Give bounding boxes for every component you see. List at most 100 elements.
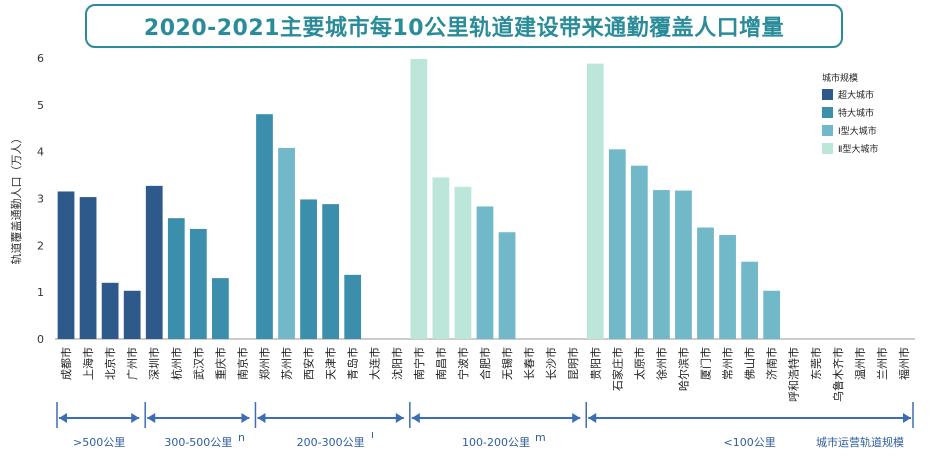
x-axis-label: 城市运营轨道规模 bbox=[816, 435, 904, 449]
x-tick-label: 无锡市 bbox=[500, 347, 514, 380]
group-arrow-head-right bbox=[131, 413, 140, 423]
legend-swatch bbox=[822, 143, 833, 154]
y-tick-label: 1 bbox=[37, 286, 44, 299]
bar bbox=[278, 147, 295, 339]
bar bbox=[653, 190, 670, 339]
x-tick-label: 长春市 bbox=[522, 347, 536, 380]
legend-swatch bbox=[822, 125, 833, 136]
stray-mark: m bbox=[535, 431, 546, 444]
bar bbox=[697, 227, 714, 339]
x-tick-label: 沈阳市 bbox=[390, 347, 404, 380]
group-arrow-head-left bbox=[411, 413, 420, 423]
group-label: <100公里 bbox=[724, 436, 776, 449]
x-tick-label: 北京市 bbox=[103, 347, 117, 380]
bar bbox=[454, 186, 472, 339]
x-tick-label: 大连市 bbox=[368, 347, 382, 380]
bar bbox=[322, 204, 340, 339]
x-tick-label: 南京市 bbox=[235, 347, 249, 380]
x-tick-label: 重庆市 bbox=[213, 347, 227, 380]
bar bbox=[432, 177, 450, 339]
group-label: 100-200公里 bbox=[462, 436, 530, 449]
bar bbox=[719, 235, 736, 339]
bar bbox=[410, 58, 428, 339]
y-tick-label: 6 bbox=[37, 52, 44, 65]
legend-swatch bbox=[822, 107, 833, 118]
bar bbox=[79, 197, 97, 339]
stray-mark: n bbox=[238, 431, 245, 444]
legend-label: 特大城市 bbox=[838, 107, 874, 119]
x-tick-label: 合肥市 bbox=[478, 347, 492, 380]
bar bbox=[586, 63, 604, 340]
group-arrow-head-right bbox=[903, 413, 911, 423]
group-arrow-head-left bbox=[59, 413, 67, 423]
chart-title: 2020-2021主要城市每10公里轨道建设带来通勤覆盖人口增量 bbox=[143, 16, 785, 41]
x-tick-label: 厦门市 bbox=[699, 347, 713, 380]
x-tick-label: 贵阳市 bbox=[588, 347, 602, 380]
x-tick-label: 哈尔滨市 bbox=[676, 347, 690, 391]
legend-label: 超大城市 bbox=[838, 89, 874, 101]
bar bbox=[145, 185, 163, 339]
bar bbox=[675, 190, 692, 339]
y-axis-label: 轨道覆盖通勤人口（万人） bbox=[9, 133, 23, 265]
bar bbox=[123, 290, 141, 339]
x-tick-label: 兰州市 bbox=[875, 347, 889, 380]
group-arrow-head-left bbox=[588, 413, 597, 423]
x-tick-label: 武汉市 bbox=[191, 347, 205, 380]
group-label: 200-300公里 bbox=[297, 436, 365, 449]
legend-label: Ⅱ型大城市 bbox=[838, 143, 878, 155]
x-tick-label: 广州市 bbox=[125, 347, 139, 380]
x-tick-label: 南宁市 bbox=[412, 347, 426, 380]
y-tick-label: 0 bbox=[37, 333, 44, 346]
bar bbox=[256, 114, 273, 339]
legend-label: Ⅰ型大城市 bbox=[838, 125, 877, 137]
legend-title: 城市规模 bbox=[822, 72, 858, 84]
y-tick-label: 2 bbox=[37, 239, 44, 252]
bar bbox=[344, 274, 362, 339]
x-tick-label: 常州市 bbox=[721, 347, 735, 380]
x-tick-label: 西安市 bbox=[302, 347, 316, 380]
x-tick-label: 济南市 bbox=[765, 347, 779, 380]
x-tick-label: 上海市 bbox=[81, 347, 95, 380]
x-tick-label: 乌鲁木齐市 bbox=[831, 347, 845, 402]
group-label: 300-500公里 bbox=[164, 436, 232, 449]
bar bbox=[189, 228, 207, 339]
bar bbox=[763, 290, 781, 339]
y-tick-label: 5 bbox=[37, 99, 44, 112]
x-tick-label: 东莞市 bbox=[809, 347, 823, 380]
group-arrow-head-right bbox=[395, 413, 404, 423]
y-tick-label: 4 bbox=[37, 146, 44, 159]
bar bbox=[167, 218, 185, 339]
bar bbox=[57, 191, 75, 339]
bar bbox=[630, 165, 648, 339]
x-tick-label: 深圳市 bbox=[147, 347, 161, 380]
bar bbox=[608, 149, 626, 339]
bar bbox=[300, 199, 317, 339]
bar bbox=[101, 282, 119, 339]
x-tick-label: 杭州市 bbox=[169, 347, 183, 380]
x-tick-label: 宁波市 bbox=[456, 347, 470, 380]
chart-title-box: 2020-2021主要城市每10公里轨道建设带来通勤覆盖人口增量 bbox=[85, 4, 843, 48]
x-tick-label: 南昌市 bbox=[434, 347, 448, 380]
group-arrow-head-right bbox=[241, 413, 250, 423]
bar bbox=[476, 206, 494, 339]
x-tick-label: 福州市 bbox=[897, 347, 911, 380]
x-tick-label: 佛山市 bbox=[743, 347, 757, 380]
x-tick-label: 天津市 bbox=[324, 347, 338, 380]
group-arrow-head-right bbox=[572, 413, 581, 423]
bar bbox=[212, 278, 229, 339]
bar bbox=[498, 232, 516, 339]
group-arrow-head-left bbox=[257, 413, 266, 423]
x-tick-label: 呼和浩特市 bbox=[787, 347, 801, 402]
x-tick-label: 苏州市 bbox=[280, 347, 294, 380]
bar bbox=[741, 261, 758, 339]
x-tick-label: 成都市 bbox=[59, 347, 73, 380]
x-tick-label: 长沙市 bbox=[544, 347, 558, 380]
x-tick-label: 石家庄市 bbox=[610, 347, 624, 391]
legend-swatch bbox=[822, 89, 833, 100]
stray-mark: ı bbox=[371, 428, 374, 441]
x-tick-label: 昆明市 bbox=[566, 347, 580, 380]
x-tick-label: 青岛市 bbox=[346, 347, 360, 380]
group-label: >500公里 bbox=[73, 436, 125, 449]
y-tick-label: 3 bbox=[37, 193, 44, 206]
